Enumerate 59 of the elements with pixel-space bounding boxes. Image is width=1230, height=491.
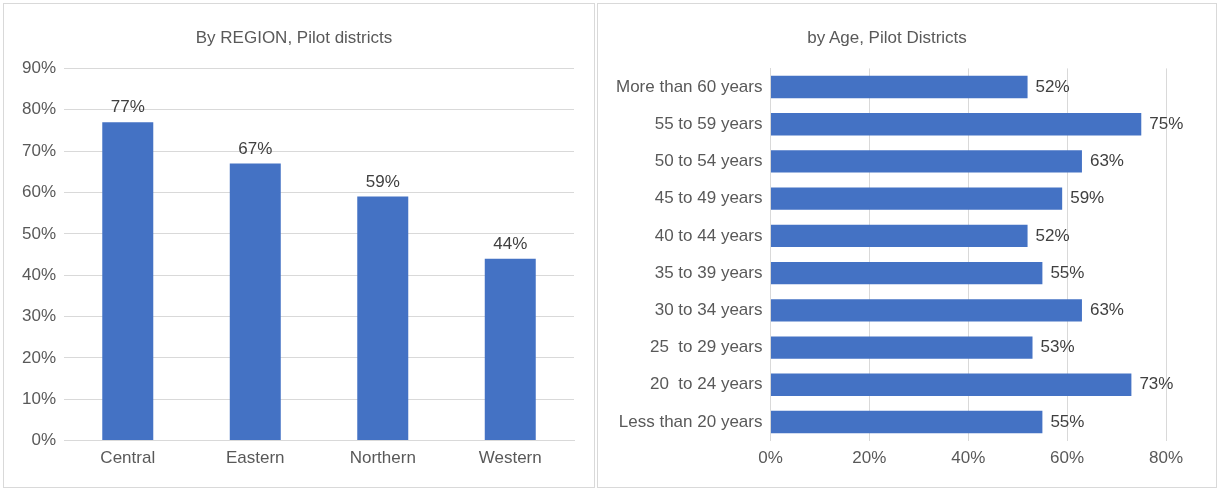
x-tick-label: 80% xyxy=(1148,448,1184,468)
bar xyxy=(770,336,1033,359)
data-label: 53% xyxy=(1040,337,1075,357)
y-tick-label: 50% xyxy=(21,223,57,243)
y-tick-label: 80% xyxy=(21,99,57,119)
y-tick-label: 50 to 54 years xyxy=(654,151,763,171)
bar xyxy=(357,196,409,441)
y-tick-label: 45 to 49 years xyxy=(654,188,763,208)
y-tick-label: 10% xyxy=(21,388,57,408)
bar xyxy=(770,299,1082,322)
y-tick-label: 90% xyxy=(21,58,57,78)
x-tick-label: Northern xyxy=(349,448,416,468)
data-label: 55% xyxy=(1050,262,1085,282)
data-label: 73% xyxy=(1139,374,1174,394)
chart-title: by Age, Pilot Districts xyxy=(807,27,967,47)
data-label: 55% xyxy=(1050,411,1085,431)
bar xyxy=(102,122,154,441)
data-label: 59% xyxy=(1070,188,1105,208)
y-tick-label: 30% xyxy=(21,306,57,326)
x-tick-label: Eastern xyxy=(225,448,285,468)
x-tick-label: 20% xyxy=(852,448,887,468)
data-label: 63% xyxy=(1089,300,1124,320)
data-label: 44% xyxy=(493,233,528,253)
bar xyxy=(770,150,1082,173)
y-tick-label: 70% xyxy=(21,140,57,160)
bar xyxy=(770,187,1063,210)
y-tick-label: 0% xyxy=(31,430,57,450)
data-label: 52% xyxy=(1035,225,1070,245)
y-tick-label: Less than 20 years xyxy=(618,411,763,431)
x-tick-label: 0% xyxy=(758,448,783,468)
data-label: 52% xyxy=(1035,76,1070,96)
y-tick-label: 40% xyxy=(21,264,57,284)
data-label: 75% xyxy=(1149,113,1184,133)
y-tick-label: 40 to 44 years xyxy=(654,225,763,245)
bar xyxy=(770,373,1132,396)
y-tick-label: 35 to 39 years xyxy=(654,262,763,282)
bar xyxy=(770,261,1043,285)
bar xyxy=(770,113,1142,136)
bar xyxy=(484,258,536,441)
y-tick-label: More than 60 years xyxy=(616,76,763,96)
y-tick-label: 20 to 24 years xyxy=(650,374,763,394)
y-tick-label: 30 to 34 years xyxy=(654,300,763,320)
data-label: 59% xyxy=(365,171,400,191)
y-tick-label: 55 to 59 years xyxy=(654,113,763,133)
y-tick-label: 60% xyxy=(21,182,57,202)
data-label: 67% xyxy=(238,138,273,158)
chart-title: By REGION, Pilot districts xyxy=(195,27,393,47)
bar xyxy=(770,75,1028,99)
data-label: 77% xyxy=(110,97,145,117)
x-tick-label: 40% xyxy=(951,448,986,468)
x-tick-label: Central xyxy=(100,448,156,468)
x-tick-label: 60% xyxy=(1050,448,1085,468)
x-tick-label: Western xyxy=(478,448,542,468)
y-tick-label: 25 to 29 years xyxy=(650,337,763,357)
bar xyxy=(770,410,1043,434)
y-tick-label: 20% xyxy=(21,347,57,367)
data-label: 63% xyxy=(1089,151,1124,171)
bar xyxy=(229,163,281,441)
bar xyxy=(770,224,1028,248)
